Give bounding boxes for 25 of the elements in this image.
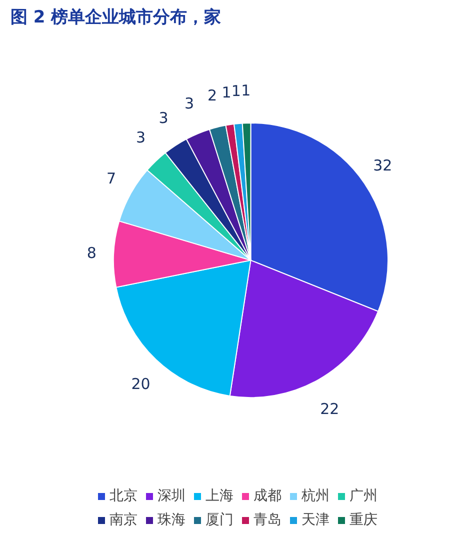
legend-label: 深圳 bbox=[158, 487, 186, 505]
legend-label: 广州 bbox=[350, 487, 378, 505]
data-label: 3 bbox=[158, 109, 168, 128]
data-label: 32 bbox=[373, 156, 392, 174]
legend-label: 天津 bbox=[302, 511, 330, 529]
data-label: 1 bbox=[241, 81, 251, 100]
legend-label: 重庆 bbox=[350, 511, 378, 529]
data-label: 1 bbox=[222, 83, 232, 102]
legend-label: 成都 bbox=[254, 487, 282, 505]
legend-label: 珠海 bbox=[158, 511, 186, 529]
chart-title: 图 2 榜单企业城市分布，家 bbox=[10, 8, 222, 28]
legend-label: 青岛 bbox=[254, 511, 282, 529]
data-label: 3 bbox=[136, 128, 146, 147]
data-label: 1 bbox=[231, 82, 241, 100]
data-label: 2 bbox=[207, 86, 218, 104]
legend-label: 杭州 bbox=[302, 487, 330, 505]
legend-label: 上海 bbox=[206, 487, 234, 505]
data-label: 7 bbox=[106, 170, 116, 188]
data-label: 20 bbox=[131, 375, 150, 394]
legend-label: 北京 bbox=[110, 487, 138, 505]
data-label: 22 bbox=[320, 400, 340, 418]
data-label: 8 bbox=[86, 244, 96, 262]
legend-label: 南京 bbox=[110, 511, 138, 529]
legend-label: 厦门 bbox=[206, 511, 234, 529]
data-label: 3 bbox=[184, 94, 194, 113]
